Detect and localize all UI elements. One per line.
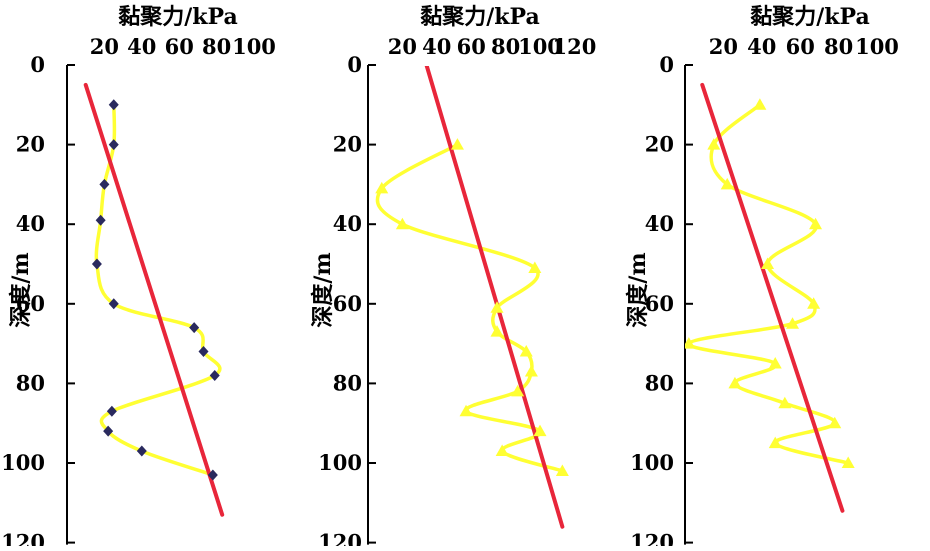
- data-point: [450, 138, 464, 150]
- data-point: [495, 444, 509, 457]
- data-point: [786, 317, 800, 329]
- data-point: [189, 322, 200, 334]
- y-tick-label: 80: [333, 370, 362, 395]
- y-tick-label: 0: [659, 52, 674, 77]
- y-tick-label: 120: [318, 530, 362, 546]
- x-tick-label: 40: [747, 34, 776, 59]
- x-tick-label: 80: [491, 34, 520, 59]
- data-point: [395, 217, 409, 230]
- data-point: [106, 405, 117, 417]
- data-point: [807, 297, 821, 309]
- data-point: [490, 325, 504, 337]
- y-tick-label: 120: [1, 530, 45, 546]
- y-tick-label: 60: [333, 291, 362, 316]
- data-point: [207, 469, 218, 481]
- y-tick-label: 100: [630, 450, 674, 475]
- data-point: [108, 99, 119, 111]
- y-axis-title: 深度/m: [310, 252, 336, 327]
- x-axis-title: 黏聚力/kPa: [750, 4, 870, 30]
- measured-series-line: [94, 103, 222, 477]
- data-point: [108, 298, 119, 310]
- y-tick-label: 60: [16, 291, 45, 316]
- x-tick-label: 40: [127, 34, 156, 59]
- data-point: [828, 416, 842, 429]
- y-tick-label: 100: [318, 450, 362, 475]
- data-point: [841, 456, 855, 468]
- y-tick-label: 20: [16, 132, 45, 157]
- y-tick-label: 80: [645, 370, 674, 395]
- data-point: [511, 384, 525, 397]
- x-tick-label: 100: [232, 34, 276, 59]
- data-point: [728, 376, 742, 389]
- data-point: [768, 357, 782, 369]
- data-point: [108, 139, 119, 151]
- x-tick-label: 40: [422, 34, 451, 59]
- data-point: [91, 258, 102, 270]
- y-tick-label: 0: [347, 52, 362, 77]
- x-tick-label: 60: [786, 34, 815, 59]
- y-tick-label: 20: [333, 132, 362, 157]
- x-tick-label: 100: [855, 34, 899, 59]
- y-tick-label: 120: [630, 530, 674, 546]
- data-point: [136, 445, 147, 457]
- plot-area: [685, 82, 855, 513]
- data-point: [99, 178, 110, 190]
- plot-area: [83, 82, 225, 517]
- measured-series-line: [375, 142, 565, 473]
- data-point: [524, 364, 538, 377]
- data-point: [753, 98, 767, 110]
- data-point: [459, 404, 473, 417]
- data-point: [555, 464, 569, 476]
- x-tick-label: 60: [457, 34, 486, 59]
- plot-area: [375, 66, 569, 529]
- data-point: [685, 337, 696, 349]
- x-tick-label: 20: [90, 34, 119, 59]
- y-axis-title: 深度/m: [8, 252, 34, 327]
- x-tick-label: 100: [518, 34, 562, 59]
- x-tick-label: 20: [388, 34, 417, 59]
- data-point: [198, 346, 209, 358]
- data-point: [761, 257, 775, 269]
- data-point: [519, 345, 533, 357]
- y-axis-title: 深度/m: [625, 252, 651, 327]
- y-tick-label: 100: [1, 450, 45, 475]
- data-point: [720, 177, 734, 190]
- y-tick-label: 40: [16, 211, 45, 236]
- trend-line: [424, 66, 565, 529]
- x-axis-title: 黏聚力/kPa: [420, 4, 540, 30]
- data-point: [528, 261, 542, 273]
- x-tick-label: 60: [165, 34, 194, 59]
- y-tick-label: 40: [333, 211, 362, 236]
- x-tick-label: 80: [824, 34, 853, 59]
- trend-line: [83, 82, 225, 517]
- y-tick-label: 0: [30, 52, 45, 77]
- y-tick-label: 60: [645, 291, 674, 316]
- data-point: [707, 138, 721, 150]
- x-tick-label: 80: [202, 34, 231, 59]
- x-axis-title: 黏聚力/kPa: [118, 4, 238, 30]
- data-point: [209, 369, 220, 381]
- x-tick-label: 20: [709, 34, 738, 59]
- data-point: [103, 425, 114, 437]
- data-point: [490, 301, 504, 313]
- y-tick-label: 20: [645, 132, 674, 157]
- x-tick-label: 120: [552, 34, 596, 59]
- data-point: [95, 214, 106, 226]
- data-point: [778, 396, 792, 409]
- y-tick-label: 80: [16, 370, 45, 395]
- data-point: [809, 217, 823, 230]
- y-tick-label: 40: [645, 211, 674, 236]
- trend-line: [700, 82, 845, 513]
- data-point: [375, 181, 389, 194]
- data-point: [768, 436, 782, 449]
- data-point: [533, 424, 547, 437]
